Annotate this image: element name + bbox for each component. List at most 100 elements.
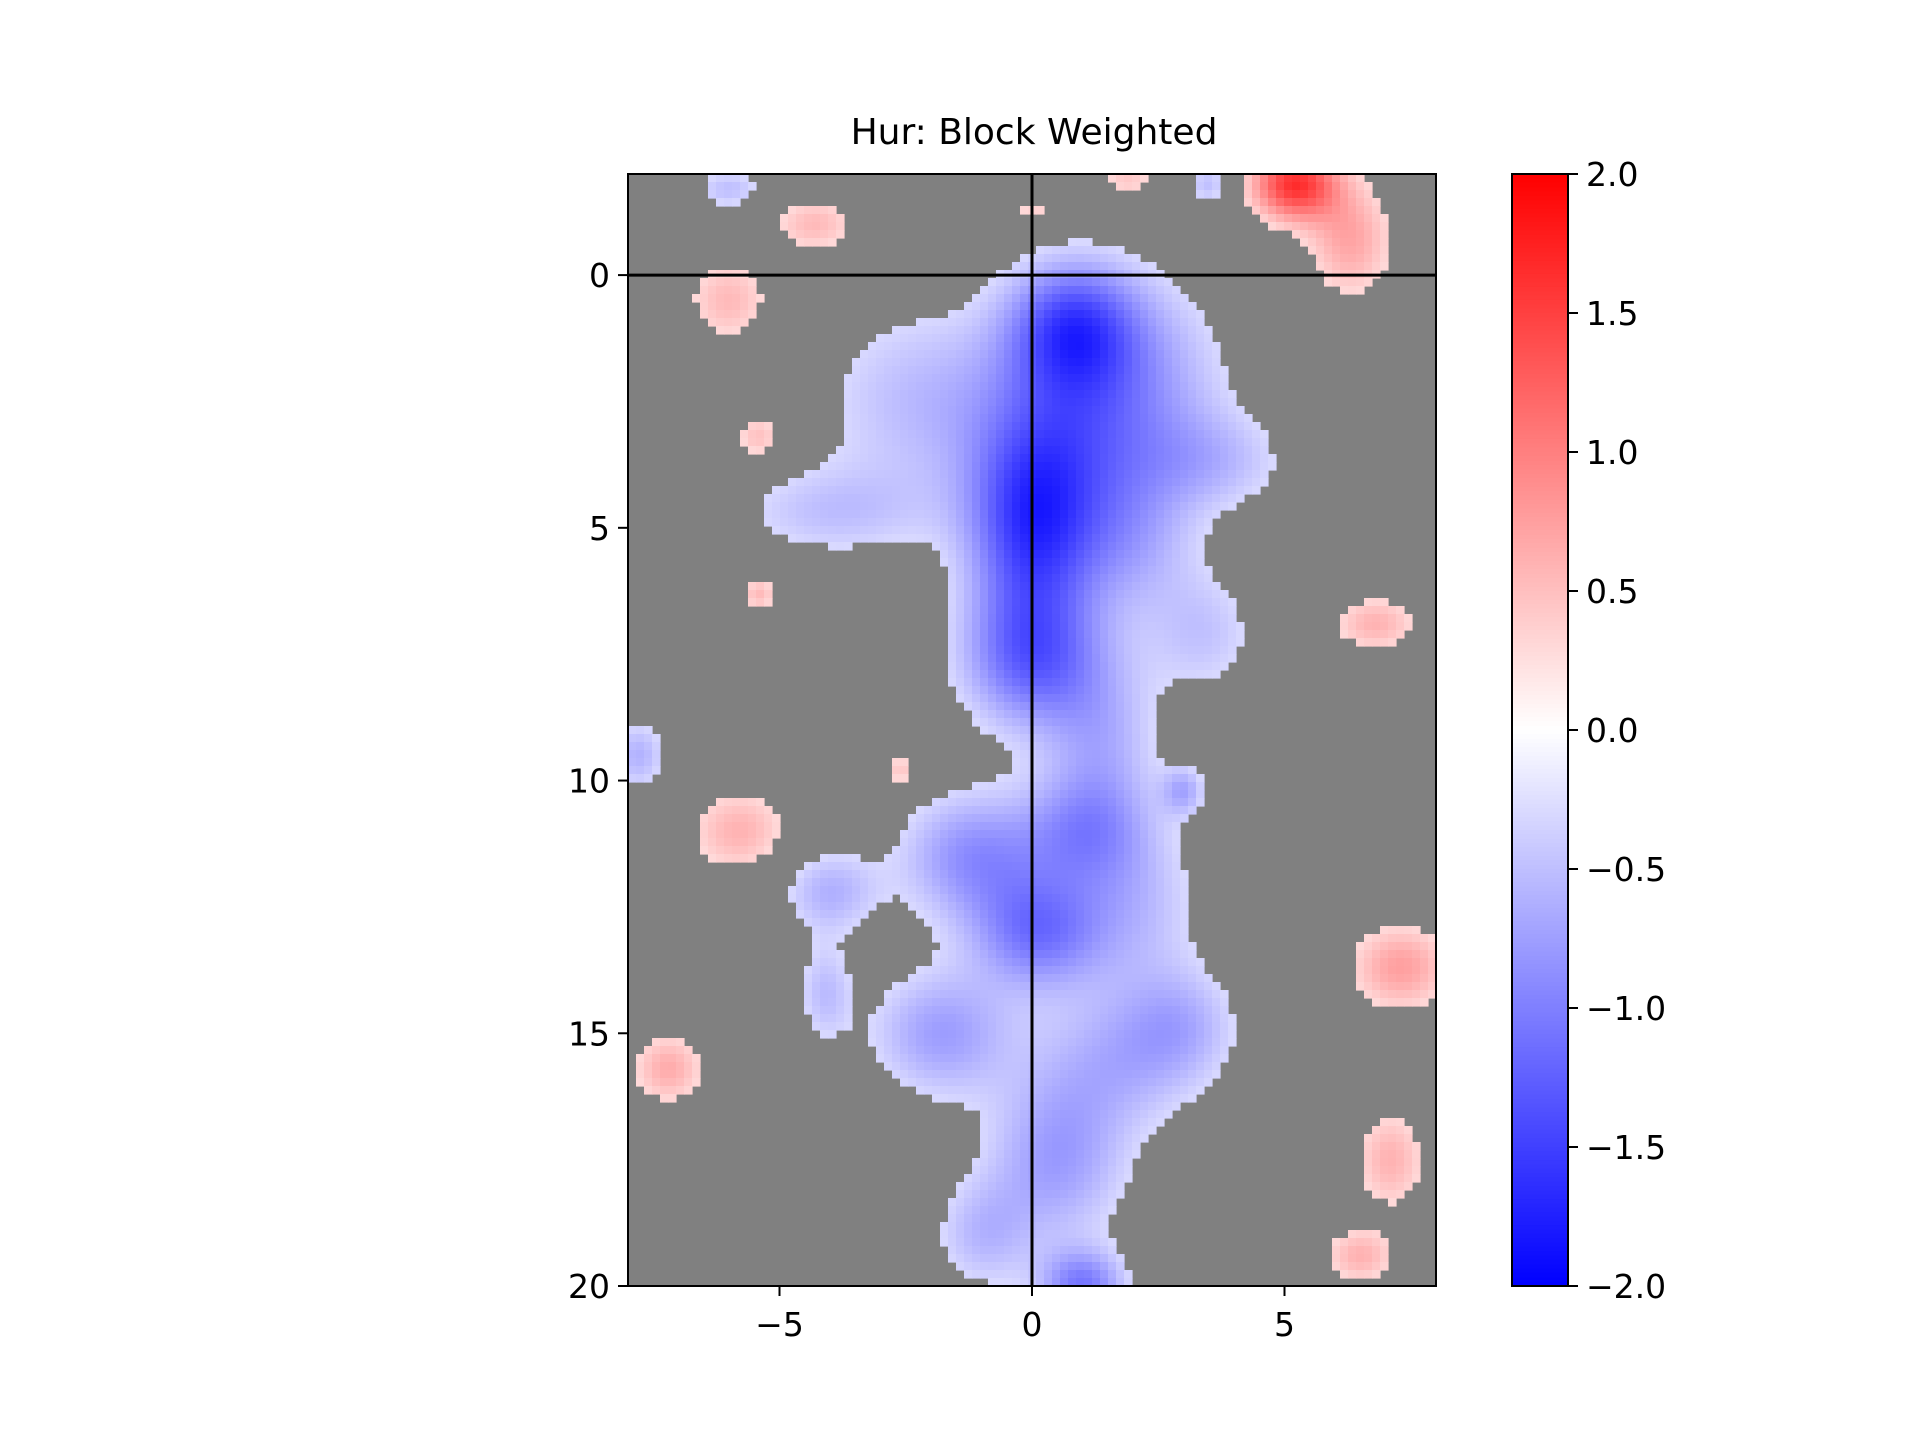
heatmap-cell xyxy=(996,830,1005,839)
heatmap-cell xyxy=(1076,774,1085,783)
heatmap-cell xyxy=(1196,462,1205,471)
heatmap-cell xyxy=(828,1022,837,1031)
heatmap-cell xyxy=(1116,174,1125,183)
heatmap-cell xyxy=(796,894,805,903)
heatmap-cell xyxy=(1020,1110,1029,1119)
heatmap-cell xyxy=(1116,934,1125,943)
heatmap-cell xyxy=(1084,382,1093,391)
heatmap-cell xyxy=(644,734,653,743)
heatmap-cell xyxy=(1132,766,1141,775)
heatmap-cell xyxy=(1220,438,1229,447)
heatmap-cell xyxy=(1180,1062,1189,1071)
heatmap-cell xyxy=(1180,974,1189,983)
heatmap-cell xyxy=(1100,446,1109,455)
heatmap-cell xyxy=(956,926,965,935)
heatmap-cell xyxy=(1036,254,1045,263)
heatmap-cell xyxy=(948,830,957,839)
heatmap-cell xyxy=(1180,390,1189,399)
heatmap-cell xyxy=(1044,478,1053,487)
heatmap-cell xyxy=(1356,214,1365,223)
heatmap-cell xyxy=(1172,806,1181,815)
heatmap-cell xyxy=(1348,286,1357,295)
heatmap-cell xyxy=(1092,1086,1101,1095)
heatmap-cell xyxy=(1020,934,1029,943)
heatmap-cell xyxy=(1132,590,1141,599)
heatmap-cell xyxy=(1076,1030,1085,1039)
heatmap-cell xyxy=(940,342,949,351)
heatmap-cell xyxy=(948,606,957,615)
heatmap-cell xyxy=(1316,262,1325,271)
heatmap-cell xyxy=(1004,294,1013,303)
heatmap-cell xyxy=(812,862,821,871)
heatmap-cell xyxy=(852,886,861,895)
heatmap-cell xyxy=(1196,1062,1205,1071)
heatmap-cell xyxy=(980,726,989,735)
heatmap-cell xyxy=(940,846,949,855)
heatmap-cell xyxy=(1068,942,1077,951)
heatmap-cell xyxy=(980,1158,989,1167)
heatmap-cell xyxy=(1140,990,1149,999)
heatmap-cell xyxy=(684,1046,693,1055)
heatmap-cell xyxy=(956,886,965,895)
heatmap-cell xyxy=(964,990,973,999)
heatmap-cell xyxy=(1196,1014,1205,1023)
heatmap-cell xyxy=(1132,1006,1141,1015)
heatmap-cell xyxy=(1148,470,1157,479)
heatmap-cell xyxy=(1044,1134,1053,1143)
heatmap-cell xyxy=(1388,606,1397,615)
heatmap-cell xyxy=(1412,958,1421,967)
heatmap-cell xyxy=(988,318,997,327)
heatmap-cell xyxy=(1084,710,1093,719)
heatmap-cell xyxy=(1132,886,1141,895)
heatmap-cell xyxy=(1060,326,1069,335)
heatmap-cell xyxy=(1052,646,1061,655)
heatmap-cell xyxy=(948,526,957,535)
heatmap-cell xyxy=(1068,710,1077,719)
heatmap-cell xyxy=(892,766,901,775)
heatmap-cell xyxy=(1204,990,1213,999)
heatmap-cell xyxy=(1060,894,1069,903)
heatmap-cell xyxy=(1076,718,1085,727)
heatmap-cell xyxy=(1036,438,1045,447)
heatmap-cell xyxy=(1052,446,1061,455)
heatmap-cell xyxy=(852,878,861,887)
heatmap-cell xyxy=(1228,390,1237,399)
heatmap-cell xyxy=(1172,950,1181,959)
heatmap-cell xyxy=(1012,470,1021,479)
heatmap-cell xyxy=(1124,478,1133,487)
heatmap-cell xyxy=(1156,774,1165,783)
heatmap-cell xyxy=(1044,902,1053,911)
heatmap-cell xyxy=(1044,470,1053,479)
heatmap-cell xyxy=(708,830,717,839)
heatmap-cell xyxy=(1068,494,1077,503)
heatmap-cell xyxy=(908,462,917,471)
heatmap-cell xyxy=(1356,614,1365,623)
heatmap-cell xyxy=(1116,1062,1125,1071)
heatmap-cell xyxy=(828,854,837,863)
heatmap-cell xyxy=(1180,798,1189,807)
heatmap-cell xyxy=(1068,782,1077,791)
heatmap-cell xyxy=(1404,942,1413,951)
heatmap-cell xyxy=(1108,518,1117,527)
heatmap-cell xyxy=(1044,366,1053,375)
heatmap-cell xyxy=(1092,686,1101,695)
heatmap-cell xyxy=(1020,1158,1029,1167)
heatmap-cell xyxy=(1012,734,1021,743)
heatmap-cell xyxy=(1076,302,1085,311)
heatmap-cell xyxy=(1076,318,1085,327)
heatmap-cell xyxy=(1108,670,1117,679)
heatmap-cell xyxy=(796,206,805,215)
heatmap-cell xyxy=(1084,1062,1093,1071)
heatmap-cell xyxy=(748,302,757,311)
heatmap-cell xyxy=(900,406,909,415)
heatmap-cell xyxy=(1012,1054,1021,1063)
heatmap-cell xyxy=(1188,942,1197,951)
heatmap-cell xyxy=(1116,838,1125,847)
heatmap-cell xyxy=(1116,614,1125,623)
heatmap-cell xyxy=(1092,814,1101,823)
heatmap-cell xyxy=(1180,350,1189,359)
heatmap-cell xyxy=(1084,966,1093,975)
heatmap-cell xyxy=(1076,998,1085,1007)
heatmap-cell xyxy=(1100,1030,1109,1039)
heatmap-cell xyxy=(1092,830,1101,839)
